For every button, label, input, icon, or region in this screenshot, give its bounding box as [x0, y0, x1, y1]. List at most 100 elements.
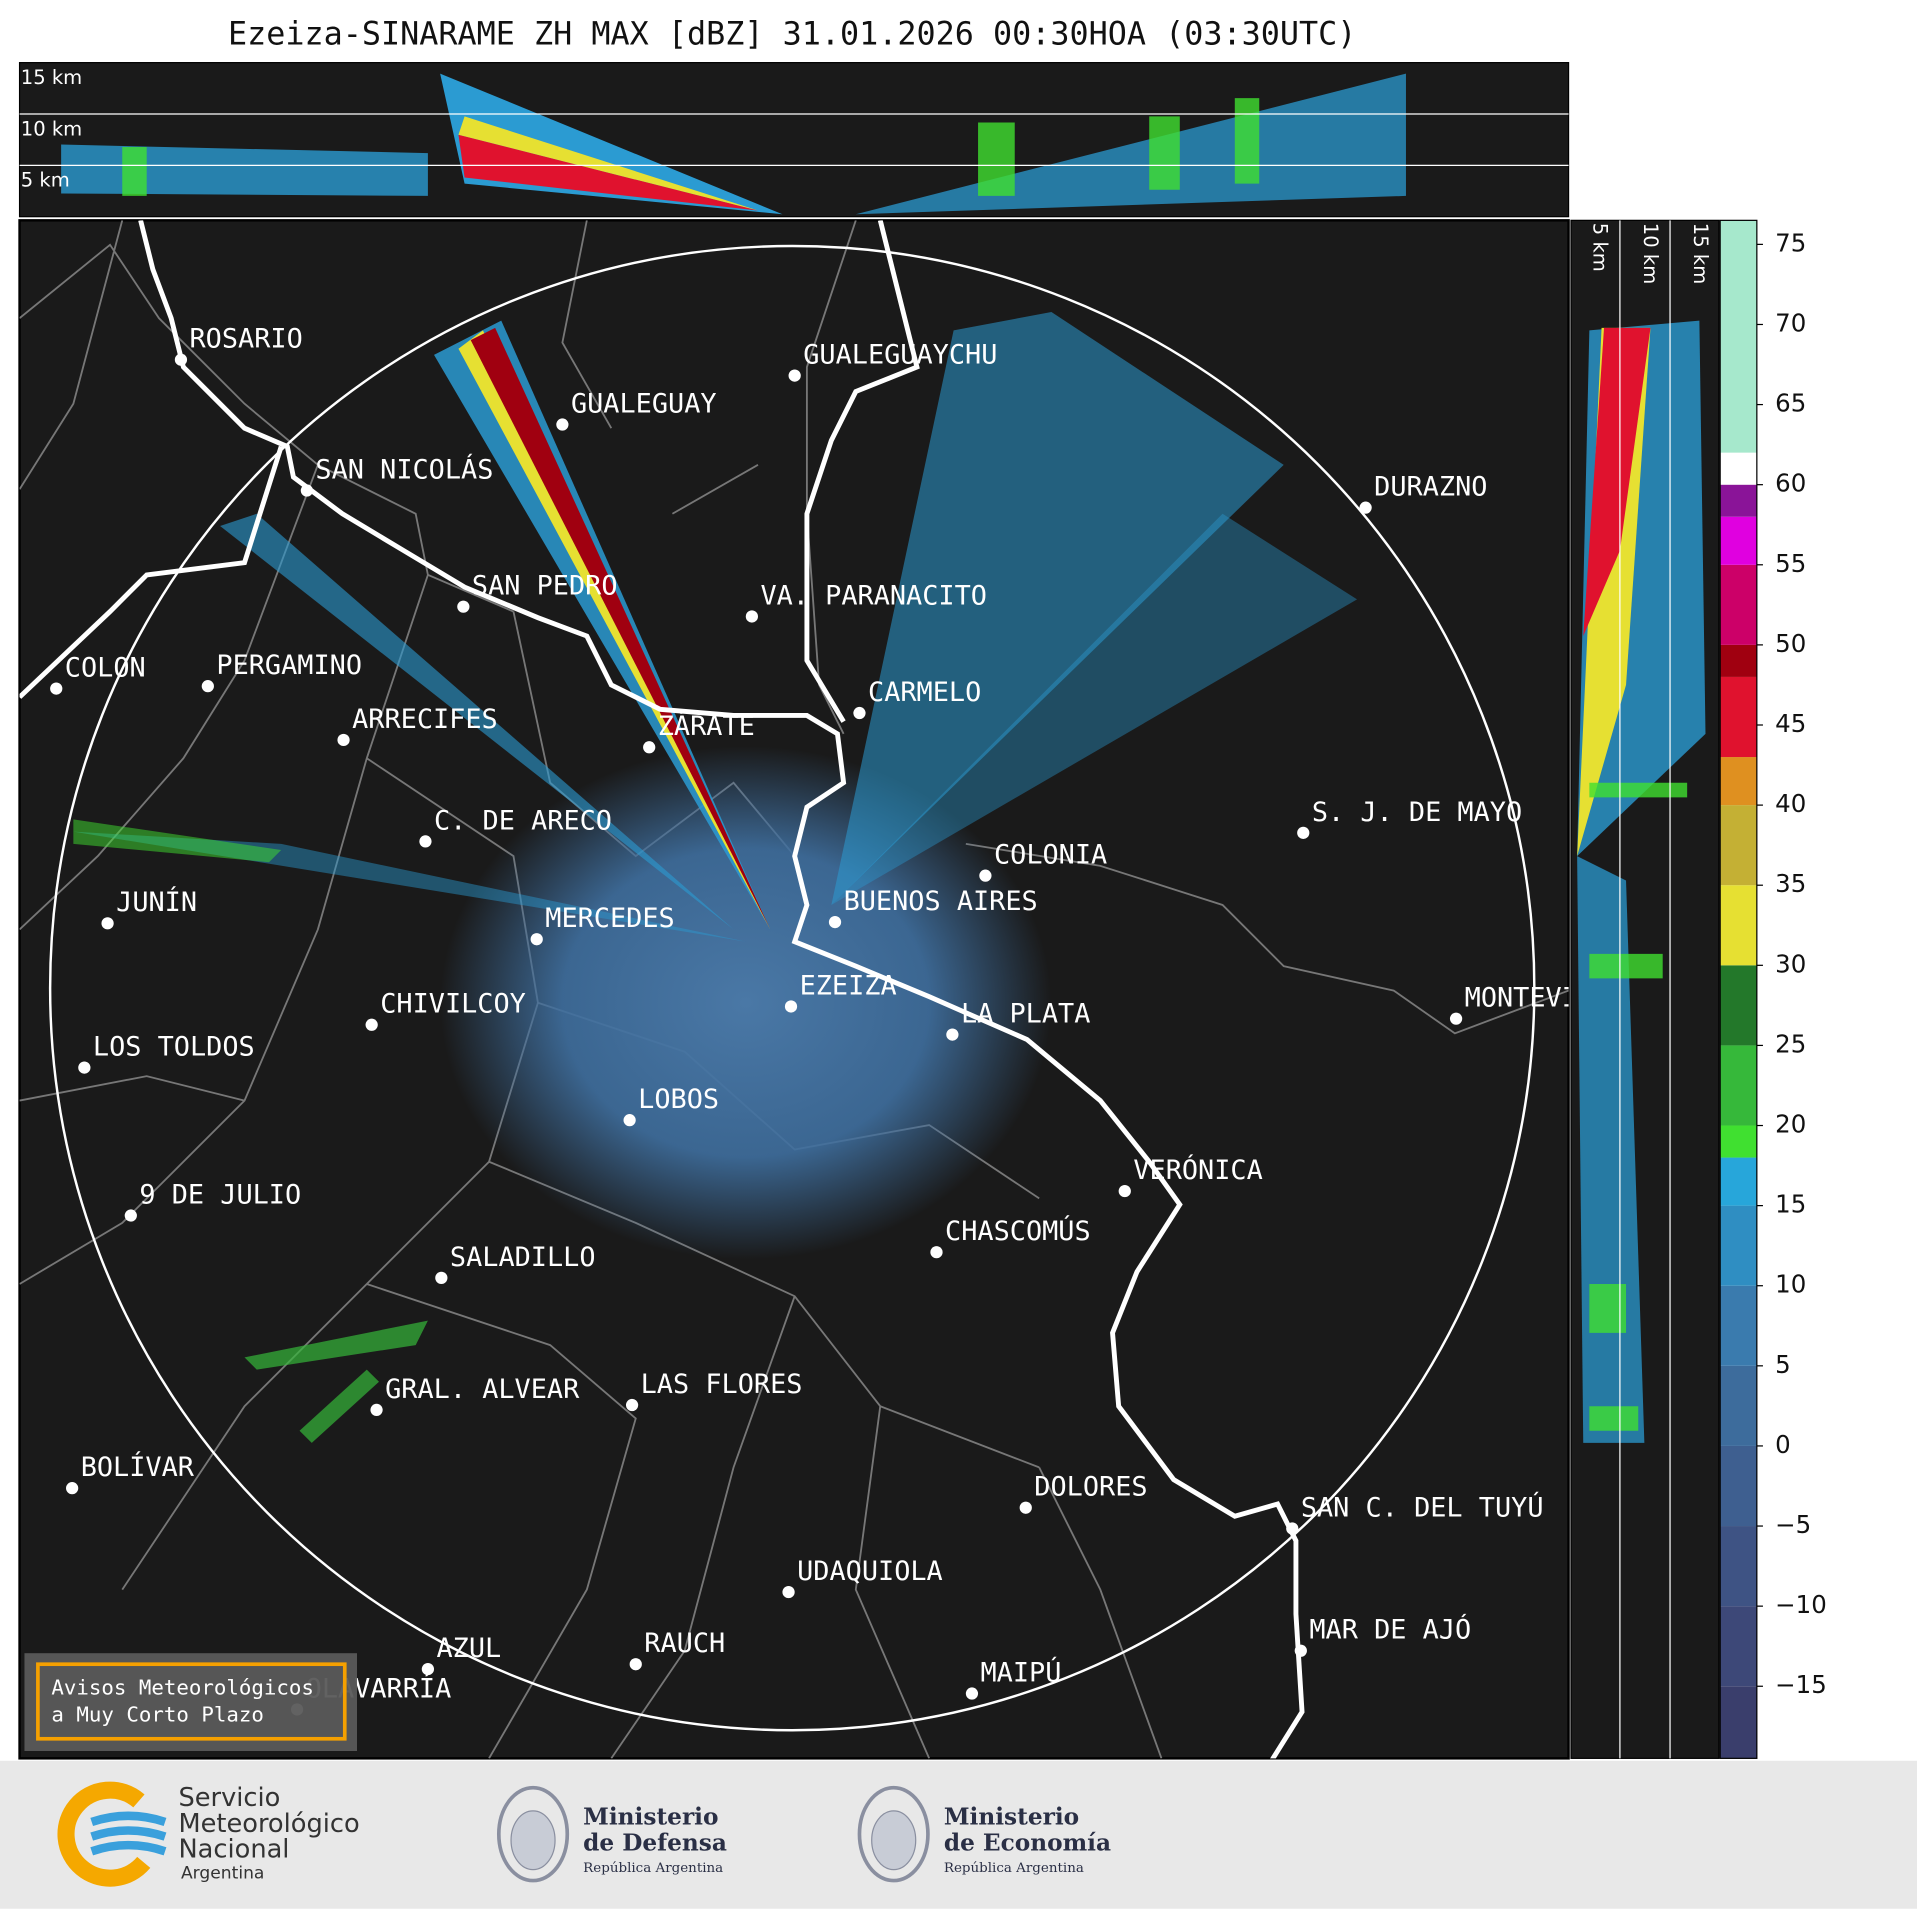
city-label: GUALEGUAY	[571, 388, 717, 419]
city-label: SALADILLO	[450, 1242, 596, 1273]
city-dot	[421, 1662, 435, 1676]
city-dot	[1019, 1501, 1032, 1514]
city-label: GUALEGUAYCHU	[803, 340, 997, 371]
city-dot	[979, 869, 992, 882]
city-dot	[828, 915, 842, 929]
city-dot	[419, 835, 432, 848]
cities: ROSARIO GUALEGUAYCHU GUALEGUAY SAN NICOLÁS D…	[50, 324, 1627, 1716]
city-label: MAIPÚ	[981, 1656, 1062, 1688]
footer: Servicio Meteorológico Nacional Argentin…	[57, 1781, 1111, 1887]
city-label: MAR DE AJÓ	[1309, 1614, 1471, 1646]
city-label: ZÁRATE	[658, 710, 755, 742]
city-label: DURAZNO	[1374, 472, 1487, 503]
city-label: BOLÍVAR	[81, 1451, 195, 1483]
city-label: MONTEVIDEO	[1465, 983, 1627, 1014]
city-label: CHASCOMÚS	[945, 1215, 1091, 1247]
city-dot	[853, 706, 866, 720]
colorbar-tick-label: 5	[1775, 1350, 1791, 1379]
colorbar-segment	[1720, 1125, 1757, 1158]
city-dot	[201, 680, 214, 693]
colorbar-tick-label: 40	[1775, 789, 1806, 818]
range-ring	[48, 244, 1536, 1732]
city-dot	[1359, 501, 1372, 514]
city-dot	[174, 353, 188, 366]
city-dot	[930, 1246, 943, 1259]
colorbar-segment	[1720, 1205, 1757, 1286]
warning-line: Avisos Meteorológicos	[51, 1676, 314, 1700]
colorbar-tick-label: −10	[1775, 1590, 1827, 1619]
city-dot	[124, 1209, 137, 1222]
footer-text: Servicio	[178, 1783, 280, 1813]
city-dot	[643, 741, 656, 754]
footer-text: Meteorológico	[178, 1809, 359, 1839]
echo-area	[440, 746, 1052, 1260]
colorbar-segment	[1720, 1526, 1757, 1607]
city-label: SAN C. DEL TUYÚ	[1301, 1491, 1544, 1523]
colorbar-tick-label: 30	[1775, 949, 1806, 978]
city-dot	[625, 1398, 639, 1412]
colorbar-segment	[1720, 1157, 1757, 1206]
city-dot	[78, 1061, 91, 1074]
colorbar-tick-label: −5	[1775, 1510, 1811, 1539]
city-label: BUENOS AIRES	[844, 886, 1038, 917]
city-label: SAN NICOLÁS	[315, 453, 493, 485]
city-label: JUNÍN	[116, 886, 197, 918]
side-panel: 5 km 10 km 15 km	[1570, 219, 1720, 1759]
city-dot	[556, 418, 569, 431]
colorbar-segment	[1720, 885, 1757, 966]
echo-rays	[73, 312, 1358, 1443]
side-km-label: 5 km	[1589, 223, 1612, 272]
colorbar-tick-label: 20	[1775, 1110, 1806, 1139]
colorbar-tick-label: 35	[1775, 869, 1806, 898]
city-dot	[782, 1585, 795, 1599]
city-label: EZEIZA	[800, 970, 897, 1001]
city-dot	[1118, 1184, 1131, 1198]
city-dot	[1297, 826, 1310, 839]
title: Ezeiza-SINARAME ZH MAX [dBZ] 31.01.2026 …	[228, 17, 1356, 53]
city-label: ROSARIO	[189, 324, 302, 355]
colorbar-segment	[1720, 644, 1757, 677]
economia-logo: Ministerio de Economía República Argenti…	[857, 1785, 1111, 1883]
city-dot	[745, 610, 758, 623]
city-dot	[66, 1482, 79, 1495]
city-label: LA PLATA	[961, 999, 1090, 1030]
footer-text: de Economía	[944, 1829, 1111, 1856]
city-dot	[623, 1114, 636, 1127]
top-panel	[18, 62, 1570, 218]
smn-logo: Servicio Meteorológico Nacional Argentin…	[57, 1781, 360, 1887]
colorbar-segment	[1720, 1285, 1757, 1366]
city-label: COLONIA	[994, 840, 1107, 871]
city-label: LOS TOLDOS	[93, 1032, 255, 1063]
footer-text: Ministerio	[944, 1804, 1079, 1831]
footer-text: Ministerio	[583, 1804, 718, 1831]
colorbar-segment	[1720, 1365, 1757, 1446]
footer-text: Argentina	[181, 1863, 264, 1883]
colorbar-segment	[1720, 220, 1757, 453]
city-dot	[300, 484, 313, 497]
city-dot	[435, 1271, 448, 1284]
city-label: UDAQUIOLA	[797, 1556, 943, 1587]
colorbar-tick-label: −15	[1775, 1670, 1827, 1699]
city-dot	[1286, 1522, 1299, 1535]
colorbar-segment	[1720, 564, 1757, 645]
warning-box: Avisos Meteorológicos a Muy Corto Plazo	[24, 1653, 357, 1752]
city-label: MERCEDES	[545, 903, 674, 934]
city-label: CHIVILCOY	[380, 989, 526, 1020]
warning-line: a Muy Corto Plazo	[51, 1703, 264, 1727]
city-dot	[965, 1687, 979, 1700]
city-label: ARRECIFES	[352, 704, 498, 735]
footer-bg	[0, 1760, 1917, 1909]
city-dot	[101, 917, 114, 930]
city-label: LOBOS	[638, 1084, 719, 1115]
colorbar-segment	[1720, 757, 1757, 806]
colorbar-tick-label: 60	[1775, 469, 1806, 498]
colorbar-frame	[1719, 219, 1758, 1759]
colorbar-segment	[1720, 484, 1757, 517]
city-label: RAUCH	[644, 1628, 725, 1659]
city-label: DOLORES	[1034, 1472, 1147, 1503]
city-label: PERGAMINO	[216, 650, 362, 681]
coastline	[19, 220, 1305, 1759]
city-label: 9 DE JULIO	[139, 1179, 301, 1210]
